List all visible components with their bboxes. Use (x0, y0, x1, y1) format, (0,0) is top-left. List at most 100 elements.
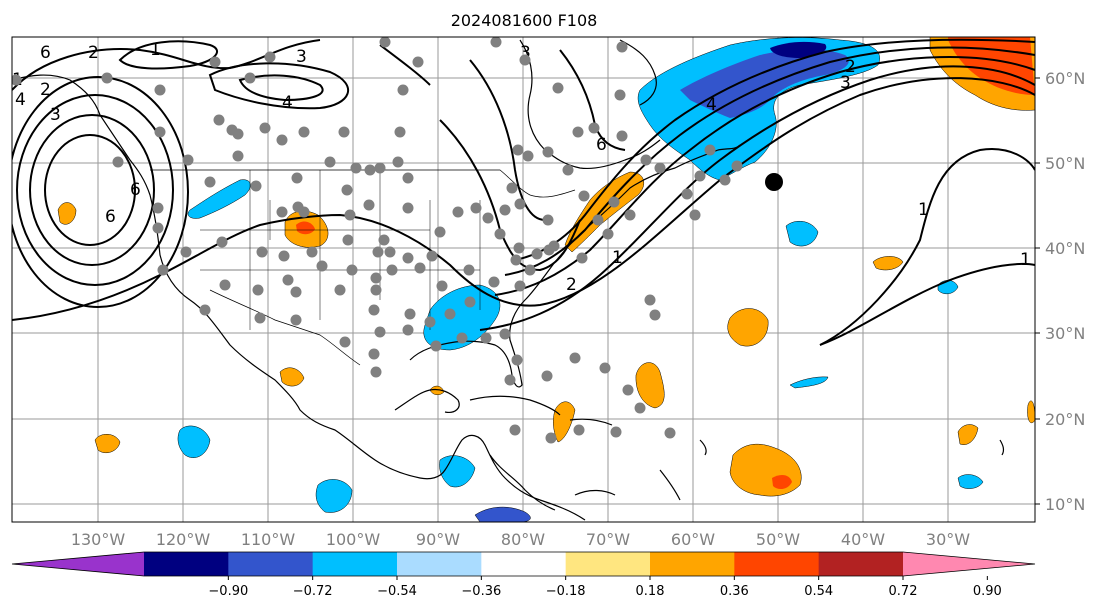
contour-label: 6 (130, 180, 141, 200)
colorbar-segment (397, 552, 482, 576)
station-dot (404, 308, 416, 320)
anomaly-orange-caribbean (553, 401, 576, 443)
station-dot (499, 204, 511, 216)
station-dot (511, 354, 523, 366)
station-dot (276, 134, 288, 146)
station-dot (397, 84, 409, 96)
station-dot (572, 126, 584, 138)
contour-label: 4 (706, 95, 717, 115)
station-dot (456, 332, 468, 344)
station-dot (306, 246, 318, 258)
station-dot (402, 252, 414, 264)
station-dot (624, 209, 636, 221)
longitude-labels: 130°W 120°W 110°W 100°W 90°W 80°W 70°W 6… (71, 530, 970, 549)
station-dot (370, 284, 382, 296)
lon-label: 70°W (586, 530, 630, 549)
station-dot (731, 160, 743, 172)
station-dot (256, 246, 268, 258)
station-dot (276, 206, 288, 218)
station-dot (250, 180, 262, 192)
anomaly-blue-east-pacific-a (177, 425, 211, 458)
lon-label: 50°W (756, 530, 800, 549)
station-dot (543, 244, 555, 256)
anomaly-orange-atlantic-a (872, 256, 904, 271)
station-dot (482, 212, 494, 224)
station-dot (694, 170, 706, 182)
station-dot (552, 82, 564, 94)
station-dot (290, 314, 302, 326)
station-dot (252, 284, 264, 296)
contour-label: 2 (566, 275, 577, 295)
station-dot (545, 432, 557, 444)
station-markers (12, 37, 743, 444)
station-dot (209, 56, 221, 68)
station-dot (644, 294, 656, 306)
contour-label: 6 (105, 207, 116, 227)
station-dot (541, 370, 553, 382)
station-dot (342, 234, 354, 246)
colorbar-extend-low (12, 552, 144, 576)
anomaly-orange-atlantic-c (727, 308, 769, 347)
station-dot (259, 122, 271, 134)
anomaly-red-central-us (296, 221, 315, 235)
station-dot (576, 252, 588, 264)
station-dot (316, 260, 328, 272)
station-dot (452, 206, 464, 218)
station-dot (346, 264, 358, 276)
station-dot (514, 280, 526, 292)
contour-label: 4 (282, 93, 293, 113)
station-dot (291, 172, 303, 184)
anomaly-mid-blue-atlantic (680, 48, 849, 118)
station-dot (180, 246, 192, 258)
station-dot (616, 130, 628, 142)
station-dot (213, 114, 225, 126)
station-dot (219, 279, 231, 291)
station-dot (152, 202, 164, 214)
station-dot (463, 264, 475, 276)
anomaly-orange-east-pacific (94, 434, 121, 453)
station-dot (614, 89, 626, 101)
station-dot (216, 236, 228, 248)
lon-label: 100°W (326, 530, 381, 549)
station-dot (562, 164, 574, 176)
station-dot (386, 264, 398, 276)
contour-label: 1 (612, 248, 623, 268)
station-dot (542, 146, 554, 158)
colorbar-segment (312, 552, 398, 576)
station-dot (522, 150, 534, 162)
contour-label: 3 (296, 47, 307, 67)
anomaly-red-tropical-atlantic (772, 474, 792, 490)
station-dot (370, 366, 382, 378)
station-dot (199, 304, 211, 316)
station-dot (378, 234, 390, 246)
station-dot (282, 274, 294, 286)
map-frame (11, 36, 1036, 523)
station-dot (154, 84, 166, 96)
station-dot (592, 214, 604, 226)
colorbar-tick-label: 0.54 (804, 584, 833, 599)
station-dot (504, 374, 516, 386)
lon-label: 60°W (671, 530, 715, 549)
station-dot (578, 190, 590, 202)
station-dot (616, 41, 628, 53)
contour-label: 2 (845, 57, 856, 77)
lon-label: 80°W (501, 530, 545, 549)
station-dot (298, 206, 310, 218)
lat-label: 40°N (1045, 239, 1085, 258)
station-dot (490, 37, 502, 48)
station-dot (338, 126, 350, 138)
lat-label: 60°N (1045, 69, 1085, 88)
station-dot (101, 72, 113, 84)
station-dot (232, 150, 244, 162)
station-dot (264, 51, 276, 63)
lon-label: 120°W (156, 530, 211, 549)
contour-label: 2 (88, 43, 99, 63)
station-dot (514, 198, 526, 210)
anomaly-blue-east-atlantic (957, 474, 984, 489)
station-dot (542, 214, 554, 226)
political-borders (150, 169, 576, 366)
contour-label: 6 (40, 43, 51, 63)
station-dot (640, 154, 652, 166)
colorbar-extend-high (903, 552, 1035, 576)
lon-label: 30°W (926, 530, 970, 549)
